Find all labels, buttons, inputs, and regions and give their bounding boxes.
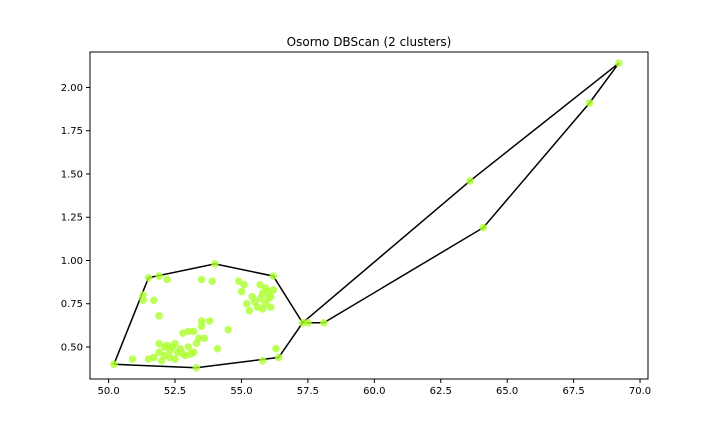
data-point [266, 303, 275, 312]
data-point [192, 364, 201, 372]
data-point [155, 272, 163, 280]
data-point [200, 334, 209, 343]
x-tick-label: 55.0 [230, 386, 252, 397]
data-point [150, 296, 158, 305]
data-point [155, 312, 163, 320]
x-tick-label: 70.0 [629, 386, 651, 397]
data-point [208, 277, 216, 286]
x-tick-label: 62.5 [430, 386, 452, 397]
plot-area [90, 52, 648, 379]
x-tick-label: 52.5 [164, 386, 186, 397]
data-point [171, 339, 179, 348]
data-point [266, 293, 275, 301]
data-point [304, 319, 312, 327]
data-point [184, 343, 193, 351]
data-point [615, 59, 623, 67]
data-point [139, 296, 147, 305]
data-point [139, 291, 147, 299]
y-tick-label: 1.75 [61, 126, 83, 137]
data-point [205, 317, 214, 325]
data-point [195, 334, 203, 343]
data-point [150, 353, 158, 362]
data-point [184, 327, 193, 336]
y-tick-label: 0.50 [61, 342, 83, 353]
y-tick-label: 1.25 [61, 213, 83, 224]
data-point [197, 317, 206, 325]
data-point [213, 344, 222, 353]
data-point [479, 223, 488, 232]
x-tick-label: 67.5 [562, 386, 584, 397]
x-axis: 50.0 52.5 55.0 57.5 60.0 62.5 65.0 67.5 70.0 [97, 379, 651, 397]
data-point [237, 287, 246, 296]
data-point [274, 353, 283, 362]
data-point [128, 355, 137, 363]
y-tick-label: 0.75 [61, 299, 83, 310]
data-point [163, 275, 171, 284]
data-point [298, 319, 307, 327]
data-point [243, 299, 251, 308]
data-point [240, 280, 248, 289]
axes-frame [89, 51, 649, 380]
data-point [171, 355, 179, 363]
chart-title: Osorno DBScan (2 clusters) [287, 35, 452, 49]
data-point [189, 327, 198, 336]
y-tick-label: 2.00 [61, 83, 83, 94]
x-tick-label: 57.5 [297, 386, 319, 397]
data-point [245, 306, 254, 315]
y-tick-label: 1.00 [61, 256, 83, 267]
data-points [110, 59, 623, 372]
data-point [189, 348, 198, 357]
x-tick-label: 50.0 [97, 386, 119, 397]
y-tick-label: 1.50 [61, 169, 83, 180]
x-tick-label: 65.0 [496, 386, 518, 397]
data-point [585, 99, 594, 107]
data-point [320, 319, 328, 327]
data-point [272, 344, 280, 353]
y-axis: 0.50 0.75 1.00 1.25 1.50 1.75 2.00 [61, 83, 90, 353]
data-point [197, 275, 206, 284]
data-point [144, 274, 153, 282]
data-point [269, 272, 278, 280]
data-point [466, 177, 474, 185]
data-point [224, 325, 232, 334]
data-point [110, 360, 118, 369]
data-point [211, 260, 219, 268]
data-point [269, 286, 278, 294]
data-point [197, 322, 206, 331]
data-point [258, 357, 267, 365]
x-tick-label: 60.0 [363, 386, 385, 397]
